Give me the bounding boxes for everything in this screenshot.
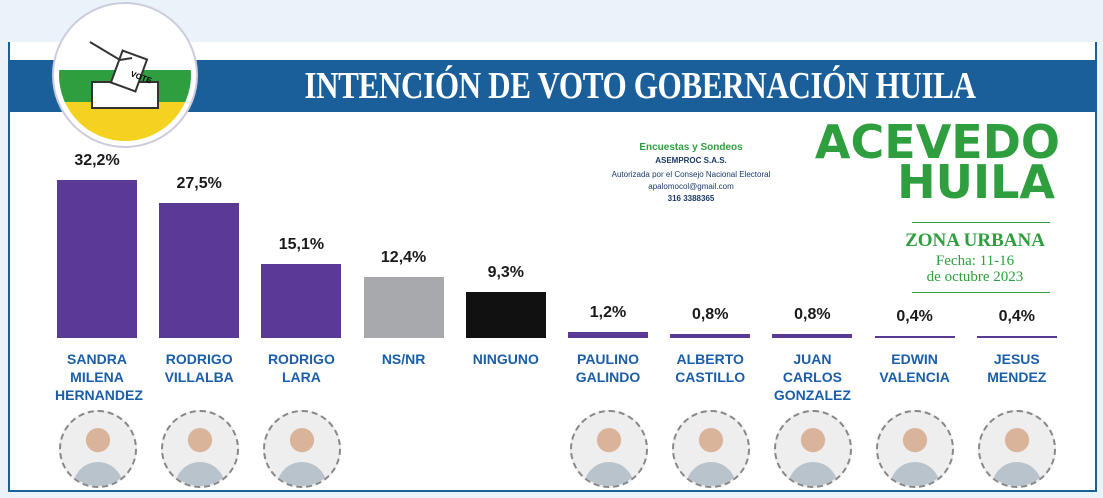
category-label: JESUS MENDEZ	[987, 351, 1047, 385]
category-label: NINGUNO	[472, 351, 539, 367]
bar	[874, 336, 955, 338]
value-label: 0,4%	[998, 308, 1036, 326]
bar	[670, 334, 751, 338]
category-label: ALBERTO CASTILLO	[675, 351, 746, 385]
bar	[976, 336, 1057, 338]
value-label: 12,4%	[380, 249, 427, 267]
zone: ZONA URBANA	[905, 230, 1045, 251]
bar	[57, 180, 137, 338]
bar	[261, 264, 342, 338]
value-label: 9,3%	[487, 264, 525, 282]
brand-line-1: ACEVEDO	[814, 115, 1060, 169]
candidate-photo	[978, 410, 1056, 488]
vote-logo: VOTE	[52, 2, 198, 148]
date-line-2: de octubre 2023	[926, 269, 1024, 285]
value-label: 32,2%	[74, 152, 120, 170]
candidate-photo	[876, 410, 954, 488]
value-label: 0,8%	[691, 306, 729, 324]
category-label: NS/NR	[381, 351, 426, 367]
divider	[912, 222, 1050, 223]
category-label: RODRIGO LARA	[267, 351, 335, 385]
pollster-phone: 316 3388365	[667, 194, 715, 203]
pollster: Encuestas y Sondeos	[639, 142, 743, 153]
pollster-authorization: Autorizada por el Consejo Nacional Elect…	[611, 170, 771, 179]
category-label: PAULINO GALINDO	[575, 351, 641, 385]
value-label: 0,8%	[794, 306, 831, 324]
candidate-photo	[672, 410, 750, 488]
category-label: EDWIN VALENCIA	[879, 351, 950, 385]
candidate-photo	[161, 410, 239, 488]
candidate-photo	[774, 410, 852, 488]
candidate-photo	[59, 410, 137, 488]
category-label: SANDRA MILENA HERNANDEZ	[55, 351, 143, 403]
brand-line-2: HUILA	[897, 155, 1055, 209]
candidate-photo	[263, 410, 341, 488]
bar	[772, 334, 853, 338]
divider	[912, 292, 1050, 293]
bar	[159, 203, 240, 338]
category-label: RODRIGO VILLALBA	[164, 351, 234, 385]
value-label: 1,2%	[589, 304, 627, 322]
bar	[363, 277, 444, 338]
candidate-photo	[570, 410, 648, 488]
category-label: JUAN CARLOS GONZALEZ	[773, 351, 851, 403]
value-label: 27,5%	[176, 175, 222, 193]
date-line-1: Fecha: 11-16	[935, 253, 1015, 269]
value-label: 0,4%	[896, 308, 933, 326]
bar	[568, 332, 648, 338]
pollster-company: ASEMPROC S.A.S.	[655, 156, 727, 165]
bar	[465, 292, 546, 338]
pollster-email: apalomocol@gmail.com	[648, 182, 734, 191]
value-label: 15,1%	[278, 236, 325, 253]
chart-title: INTENCIÓN DE VOTO GOBERNACIÓN HUILA	[304, 65, 976, 107]
